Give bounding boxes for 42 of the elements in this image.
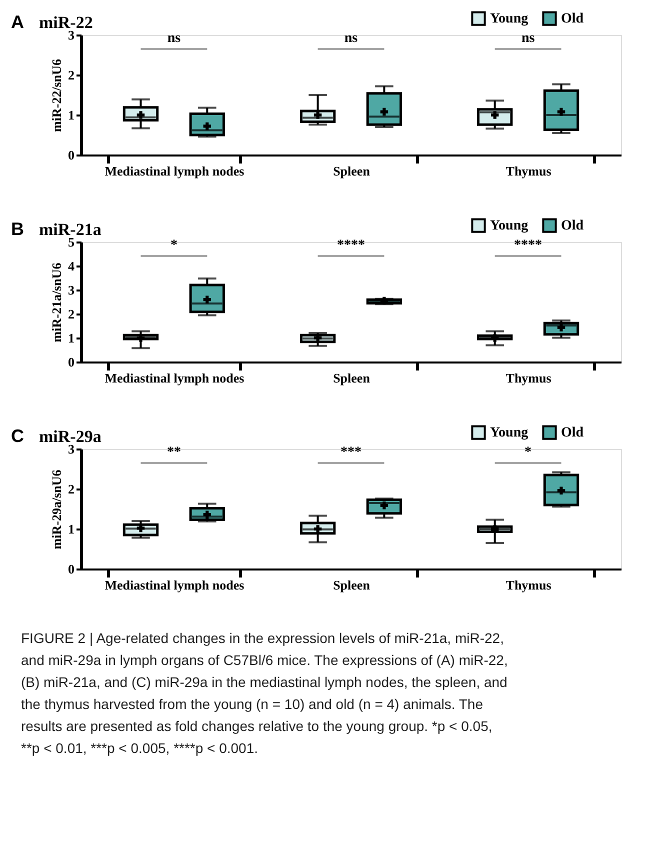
x-tick-label: Spleen (333, 164, 371, 178)
annotation: **** (337, 238, 365, 253)
y-tick-label: 1 (68, 330, 74, 346)
annotation: *** (340, 445, 362, 460)
text: C (11, 426, 24, 446)
x-tick-label: Spleen (333, 578, 371, 592)
y-tick-label: 2 (68, 482, 74, 496)
annotation: * (524, 445, 532, 460)
annotation: ns (521, 31, 536, 46)
legend-label: Old (561, 12, 584, 27)
legend-label: Young (490, 426, 528, 441)
x-tick-label: Thymus (506, 578, 552, 592)
caption: FIGURE 2 | Age-related changes in the expression levels of miR-21a, miR-22, and miR-29a in lymph organs of C57Bl/6 mice. The expressions of (A) miR-22, (B) miR-21a, and (C) miR-29a in the mediastinal lymph nodes, the spleen, and the thymus harvested from the young (n = 10) and old (n = 4) animals. The results are presented as fold changes relative to the young group. *p < 0.05, **p < 0.01, ***p < 0.005, ****p < 0.001. (21, 630, 508, 756)
y-tick-label: 0 (68, 562, 74, 576)
x-tick-label: Mediastinal lymph nodes (104, 164, 244, 178)
text: A (11, 12, 24, 32)
y-tick-label: 1 (68, 522, 74, 536)
y-tick-label: 2 (68, 68, 74, 82)
y-tick-label: 0 (68, 148, 74, 162)
y-tick-label: 4 (68, 258, 75, 274)
x-tick-label: Thymus (506, 370, 552, 386)
y-axis-title: miR-21a/snU6 (49, 262, 64, 342)
y-axis-title: miR-22/snU6 (49, 58, 64, 132)
legend-label: Old (561, 218, 584, 234)
x-tick-label: Spleen (333, 370, 371, 386)
x-tick-label: Mediastinal lymph nodes (104, 370, 244, 386)
annotation: **** (514, 238, 542, 253)
annotation: * (170, 238, 178, 253)
y-tick-label: 1 (68, 108, 74, 122)
y-tick-label: 3 (68, 282, 75, 298)
y-tick-label: 2 (68, 306, 74, 322)
legend-label: Old (561, 426, 584, 441)
legend-label: Young (490, 12, 528, 27)
y-axis-title: miR-29a/snU6 (49, 469, 64, 550)
legend-label: Young (490, 218, 528, 234)
annotation: ns (167, 31, 182, 46)
annotation: ns (344, 31, 358, 46)
x-tick-label: Thymus (506, 164, 552, 178)
x-tick-label: Mediastinal lymph nodes (104, 578, 244, 592)
y-tick-label: 0 (68, 354, 74, 370)
text: B (11, 219, 24, 239)
annotation: ** (166, 445, 181, 460)
